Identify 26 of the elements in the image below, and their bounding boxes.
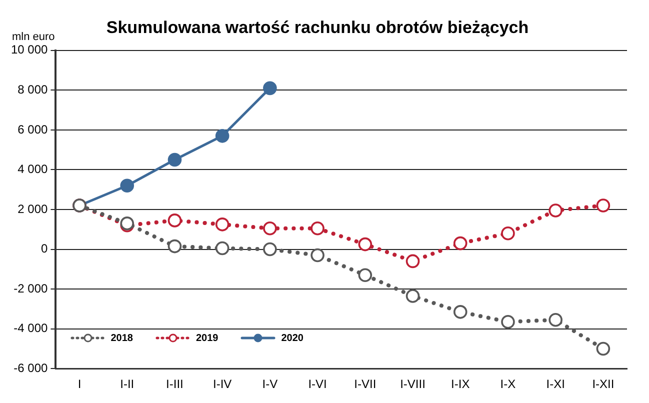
x-tick-label: I-VIII	[400, 377, 426, 392]
y-tick-label: 2 000	[18, 202, 48, 216]
y-tick-label: 8 000	[18, 82, 48, 96]
x-tick-label: I-II	[120, 377, 134, 392]
x-tick-label: I-IV	[212, 377, 232, 392]
x-tick-label: I-III	[166, 377, 184, 392]
y-tick-label: 4 000	[18, 162, 48, 176]
y-tick-label: 10 000	[11, 42, 48, 57]
chart-title: Skumulowana wartość rachunku obrotów bieżących	[106, 18, 529, 37]
x-tick-label: I	[78, 377, 82, 392]
y-tick-label: -6 000	[14, 360, 48, 375]
x-tick-label: I-XII	[592, 377, 614, 392]
x-tick-label: I-VI	[308, 377, 327, 392]
y-tick-label: -2 000	[14, 281, 48, 296]
y-axis-title: mln euro	[12, 30, 55, 43]
legend-label: 2019	[196, 332, 218, 344]
x-tick-label: I-V	[262, 377, 278, 392]
y-tick-label: 6 000	[18, 122, 48, 136]
y-tick-label: -4 000	[14, 321, 48, 336]
legend-label: 2020	[281, 332, 304, 344]
legend-label: 2018	[110, 332, 133, 344]
x-tick-label: I-X	[500, 377, 516, 392]
x-tick-label: I-XI	[546, 377, 565, 392]
x-tick-label: I-IX	[451, 377, 470, 392]
y-tick-label: 0	[41, 242, 48, 256]
x-tick-label: I-VII	[354, 377, 376, 392]
